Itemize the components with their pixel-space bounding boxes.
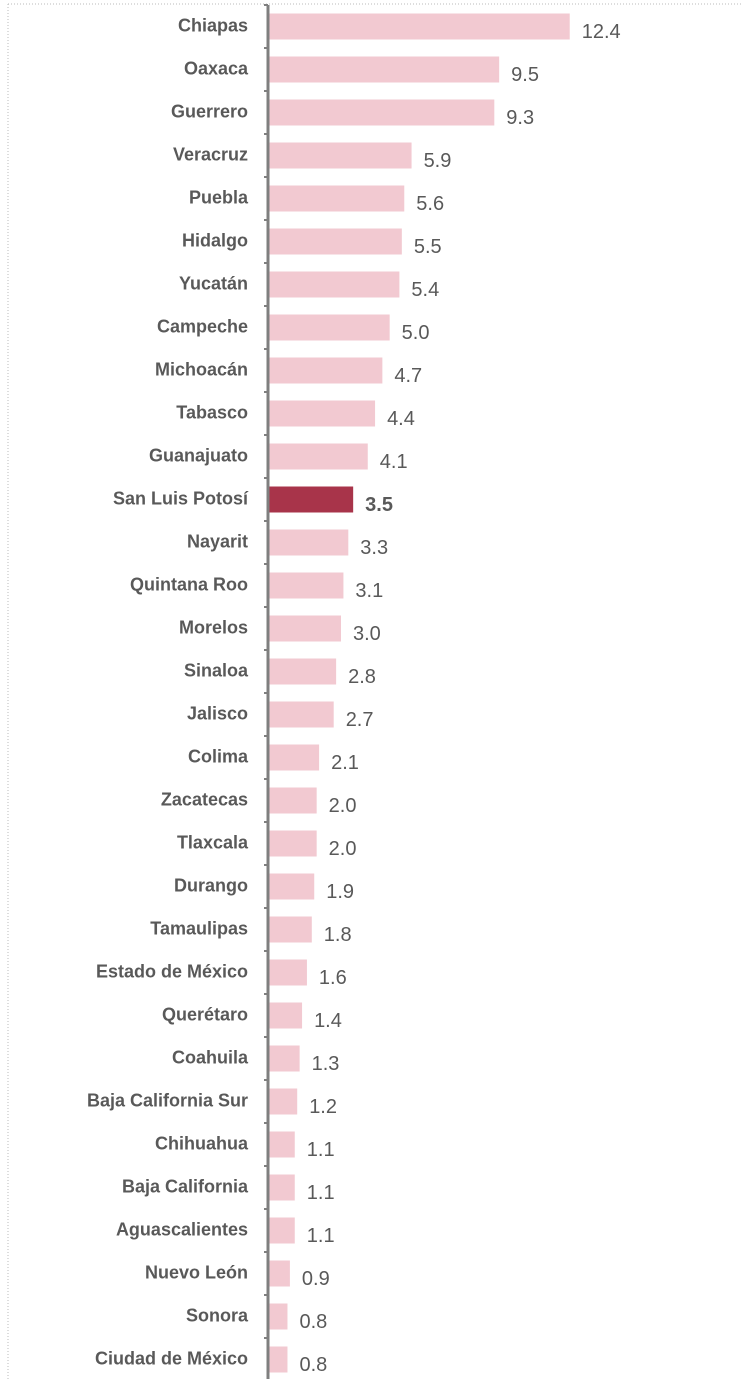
- category-label: Chiapas: [178, 15, 248, 35]
- value-label: 2.0: [329, 795, 357, 817]
- bar: [268, 443, 368, 470]
- category-label: Baja California: [122, 1176, 249, 1196]
- category-label: Baja California Sur: [87, 1090, 248, 1110]
- category-label: Hidalgo: [182, 230, 248, 250]
- bar: [268, 1346, 288, 1373]
- value-label: 1.9: [326, 881, 354, 903]
- category-label: Chihuahua: [155, 1133, 249, 1153]
- category-label: Tabasco: [176, 402, 248, 422]
- value-label: 1.1: [307, 1225, 335, 1247]
- bar: [268, 1217, 295, 1244]
- category-label: Ciudad de México: [95, 1348, 248, 1368]
- category-label: Tamaulipas: [150, 918, 248, 938]
- bar: [268, 228, 402, 255]
- bar: [268, 529, 349, 556]
- value-label: 1.3: [312, 1053, 340, 1075]
- bar: [268, 1174, 295, 1201]
- category-label: Zacatecas: [161, 789, 248, 809]
- value-label: 1.4: [314, 1010, 342, 1032]
- value-label: 3.5: [365, 494, 393, 516]
- value-label: 5.6: [416, 193, 444, 215]
- category-label: Quintana Roo: [130, 574, 248, 594]
- bar: [268, 959, 307, 986]
- bar: [268, 271, 400, 298]
- value-label: 3.1: [355, 580, 383, 602]
- value-label: 0.9: [302, 1268, 330, 1290]
- value-label: 5.4: [411, 279, 439, 301]
- category-label: Michoacán: [155, 359, 248, 379]
- value-label: 1.1: [307, 1139, 335, 1161]
- value-label: 5.9: [424, 150, 452, 172]
- value-label: 3.0: [353, 623, 381, 645]
- category-label: Sonora: [186, 1305, 249, 1325]
- bar: [268, 13, 570, 40]
- bar: [268, 873, 315, 900]
- bar: [268, 1131, 295, 1158]
- value-label: 4.4: [387, 408, 415, 430]
- bar: [268, 744, 320, 771]
- bar: [268, 572, 344, 599]
- value-label: 12.4: [582, 21, 621, 43]
- category-label: Aguascalientes: [116, 1219, 248, 1239]
- bar: [268, 787, 317, 814]
- bar: [268, 99, 495, 126]
- category-label: Guanajuato: [149, 445, 248, 465]
- category-label: Campeche: [157, 316, 248, 336]
- category-label: Morelos: [179, 617, 248, 637]
- category-label: Colima: [188, 746, 249, 766]
- value-label: 4.1: [380, 451, 408, 473]
- bar: [268, 1002, 303, 1029]
- bar: [268, 1045, 300, 1072]
- category-label: Coahuila: [172, 1047, 249, 1067]
- bar: [268, 486, 354, 513]
- category-label: Nayarit: [187, 531, 248, 551]
- category-label: Oaxaca: [184, 58, 249, 78]
- bar: [268, 916, 312, 943]
- category-label: Yucatán: [179, 273, 248, 293]
- value-label: 2.0: [329, 838, 357, 860]
- value-label: 2.7: [346, 709, 374, 731]
- value-label: 5.0: [402, 322, 430, 344]
- category-label: San Luis Potosí: [113, 488, 249, 508]
- value-label: 1.2: [309, 1096, 337, 1118]
- bar: [268, 357, 383, 384]
- category-label: Querétaro: [162, 1004, 248, 1024]
- bar: [268, 615, 341, 642]
- bar: [268, 56, 500, 83]
- category-label: Jalisco: [187, 703, 248, 723]
- category-label: Durango: [174, 875, 248, 895]
- bar: [268, 1088, 298, 1115]
- bar: [268, 142, 412, 169]
- category-label: Nuevo León: [145, 1262, 248, 1282]
- value-label: 2.1: [331, 752, 359, 774]
- value-label: 2.8: [348, 666, 376, 688]
- value-label: 9.3: [506, 107, 534, 129]
- value-label: 1.6: [319, 967, 347, 989]
- category-label: Guerrero: [171, 101, 248, 121]
- bar: [268, 830, 317, 857]
- bar: [268, 1260, 290, 1287]
- value-label: 0.8: [299, 1311, 327, 1333]
- bar: [268, 400, 376, 427]
- bar: [268, 658, 337, 685]
- value-label: 0.8: [299, 1354, 327, 1376]
- category-label: Sinaloa: [184, 660, 249, 680]
- bar: [268, 185, 405, 212]
- bar: [268, 1303, 288, 1330]
- value-label: 5.5: [414, 236, 442, 258]
- value-label: 4.7: [394, 365, 422, 387]
- value-label: 1.1: [307, 1182, 335, 1204]
- category-label: Estado de México: [96, 961, 248, 981]
- bar: [268, 314, 390, 341]
- category-label: Veracruz: [173, 144, 248, 164]
- value-label: 1.8: [324, 924, 352, 946]
- value-label: 9.5: [511, 64, 539, 86]
- bar: [268, 701, 334, 728]
- value-label: 3.3: [360, 537, 388, 559]
- category-label: Puebla: [189, 187, 249, 207]
- category-label: Tlaxcala: [177, 832, 249, 852]
